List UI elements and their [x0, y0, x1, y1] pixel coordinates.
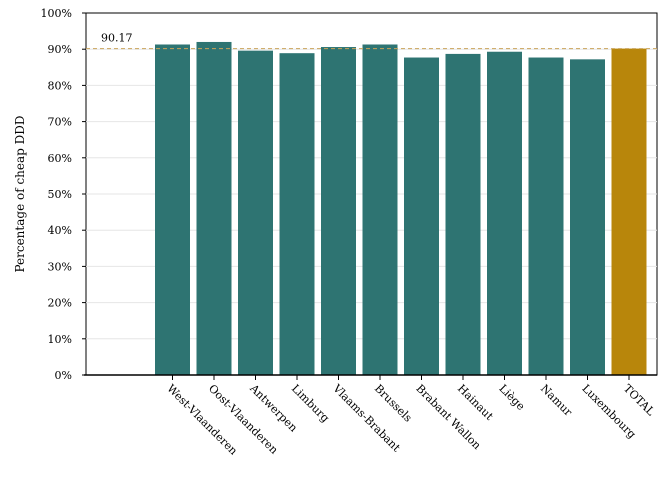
- y-tick-label: 100%: [41, 7, 72, 20]
- x-axis-ticks: West-VlaanderenOost-VlaanderenAntwerpenL…: [164, 375, 658, 458]
- x-tick-label: West-Vlaanderen: [164, 382, 240, 458]
- y-tick-label: 70%: [48, 116, 72, 129]
- bar-region: [321, 47, 356, 375]
- bar-region: [404, 57, 439, 375]
- bar-total: [611, 48, 647, 376]
- x-tick-label: Brussels: [372, 382, 415, 425]
- y-axis-title: Percentage of cheap DDD: [13, 115, 27, 272]
- bar-region: [362, 44, 398, 376]
- x-tick-label: Oost-Vlaanderen: [206, 382, 281, 457]
- x-tick-label: Hainaut: [455, 382, 496, 423]
- bar-region: [238, 50, 273, 375]
- bar-region: [528, 57, 564, 375]
- bar-region: [487, 51, 522, 375]
- bars: [155, 41, 647, 376]
- reference-label: 90.17: [101, 32, 133, 45]
- x-tick-label: Limburg: [289, 382, 332, 425]
- y-tick-label: 60%: [48, 152, 72, 165]
- bar-region: [196, 41, 232, 376]
- x-tick-label: TOTAL: [621, 382, 658, 419]
- bar-region: [155, 44, 190, 376]
- y-tick-label: 0%: [55, 369, 72, 382]
- bar-region: [570, 59, 605, 375]
- x-tick-label: Liège: [496, 382, 527, 413]
- y-tick-label: 90%: [48, 43, 72, 56]
- y-tick-label: 10%: [48, 333, 72, 346]
- y-tick-label: 20%: [48, 297, 72, 310]
- y-tick-label: 50%: [48, 188, 72, 201]
- y-tick-label: 80%: [48, 79, 72, 92]
- bar-region: [445, 53, 481, 375]
- y-axis-ticks: 0% 10% 20% 30% 40% 50% 60% 70% 80% 90% 100%: [41, 7, 86, 382]
- bar-region: [279, 53, 315, 375]
- y-tick-label: 30%: [48, 260, 72, 273]
- x-tick-label: Namur: [538, 382, 575, 419]
- y-tick-label: 40%: [48, 224, 72, 237]
- reference-line-group: 90.17: [86, 32, 657, 50]
